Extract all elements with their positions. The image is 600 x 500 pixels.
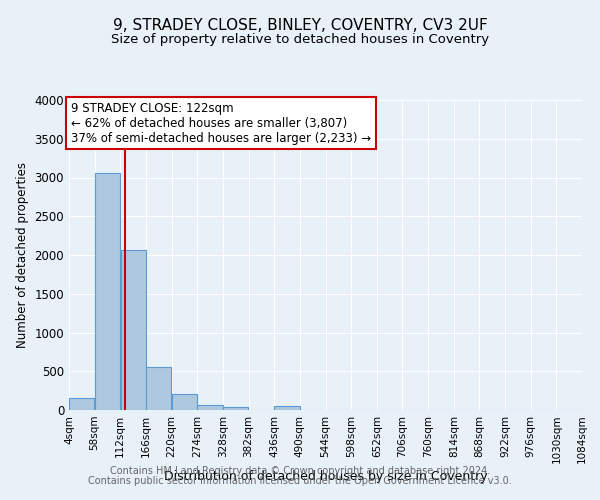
Text: 9 STRADEY CLOSE: 122sqm
← 62% of detached houses are smaller (3,807)
37% of semi: 9 STRADEY CLOSE: 122sqm ← 62% of detache… [71,102,371,144]
Bar [274,406,299,410]
Text: Contains public sector information licensed under the Open Government Licence v3: Contains public sector information licen… [88,476,512,486]
X-axis label: Distribution of detached houses by size in Coventry: Distribution of detached houses by size … [164,470,487,484]
Bar [223,407,248,410]
Text: 9, STRADEY CLOSE, BINLEY, COVENTRY, CV3 2UF: 9, STRADEY CLOSE, BINLEY, COVENTRY, CV3 … [113,18,487,32]
Bar [121,250,146,410]
Bar [95,173,120,410]
Y-axis label: Number of detached properties: Number of detached properties [16,162,29,348]
Bar [69,398,94,410]
Bar [172,394,197,410]
Text: Size of property relative to detached houses in Coventry: Size of property relative to detached ho… [111,32,489,46]
Text: Contains HM Land Registry data © Crown copyright and database right 2024.: Contains HM Land Registry data © Crown c… [110,466,490,476]
Bar [146,366,172,410]
Bar [197,405,223,410]
